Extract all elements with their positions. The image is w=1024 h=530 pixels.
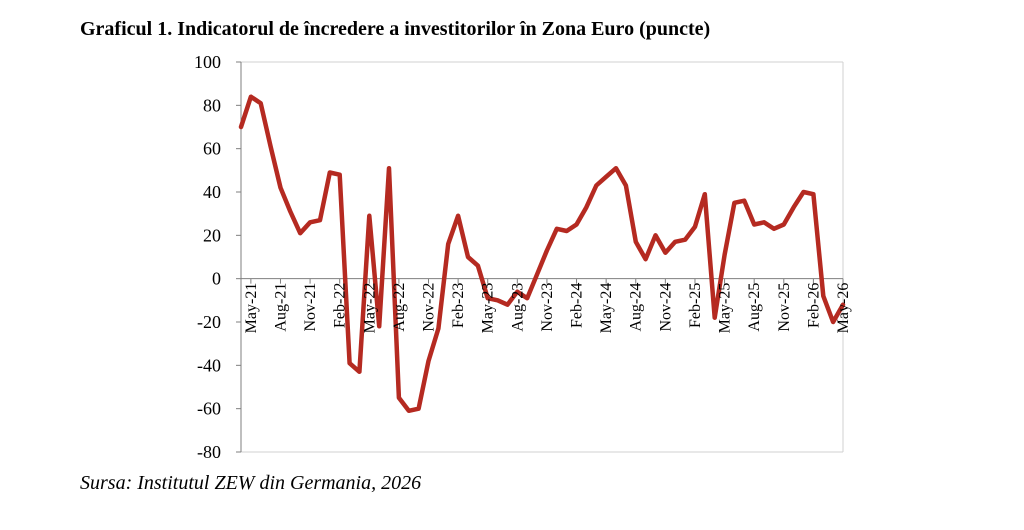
x-tick-label: Nov-22 bbox=[421, 283, 438, 332]
x-tick-label: May-21 bbox=[243, 283, 260, 334]
y-tick-label: 40 bbox=[203, 182, 221, 202]
y-tick-label: 80 bbox=[203, 95, 221, 115]
x-tick-label: Aug-24 bbox=[628, 283, 645, 332]
x-tick-label: Feb-24 bbox=[569, 283, 586, 328]
source-note: Sursa: Institutul ZEW din Germania, 2026 bbox=[80, 472, 422, 494]
x-tick-label: Aug-23 bbox=[509, 283, 526, 332]
y-tick-label: 0 bbox=[212, 269, 221, 289]
x-tick-label: Feb-25 bbox=[687, 283, 704, 328]
y-tick-label: -60 bbox=[197, 399, 221, 419]
x-tick-label: Nov-21 bbox=[302, 283, 319, 332]
y-tick-label: -20 bbox=[197, 312, 221, 332]
x-tick-label: May-22 bbox=[361, 283, 378, 334]
x-tick-label: May-25 bbox=[717, 283, 734, 334]
x-tick-label: May-23 bbox=[480, 283, 497, 334]
y-tick-label: 20 bbox=[203, 225, 221, 245]
x-tick-label: Aug-25 bbox=[746, 283, 763, 332]
series-line-0 bbox=[238, 94, 846, 414]
x-tick-label: Nov-23 bbox=[539, 283, 556, 332]
chart-title: Graficul 1. Indicatorul de încredere a i… bbox=[80, 18, 711, 40]
x-tick-label: Feb-23 bbox=[450, 283, 467, 328]
y-tick-label: 100 bbox=[194, 52, 221, 72]
y-tick-label: -40 bbox=[197, 355, 221, 375]
x-tick-label: May-24 bbox=[598, 283, 615, 334]
x-tick-label: Nov-25 bbox=[776, 283, 793, 332]
x-tick-label: Feb-22 bbox=[332, 283, 349, 328]
x-tick-label: May-26 bbox=[835, 283, 852, 334]
x-tick-label: Aug-21 bbox=[272, 283, 289, 332]
y-tick-label: 60 bbox=[203, 139, 221, 159]
y-tick-label: -80 bbox=[197, 442, 221, 462]
x-tick-label: Nov-24 bbox=[657, 283, 674, 332]
x-tick-label: Feb-26 bbox=[805, 283, 822, 328]
x-tick-label: Aug-22 bbox=[391, 283, 408, 332]
